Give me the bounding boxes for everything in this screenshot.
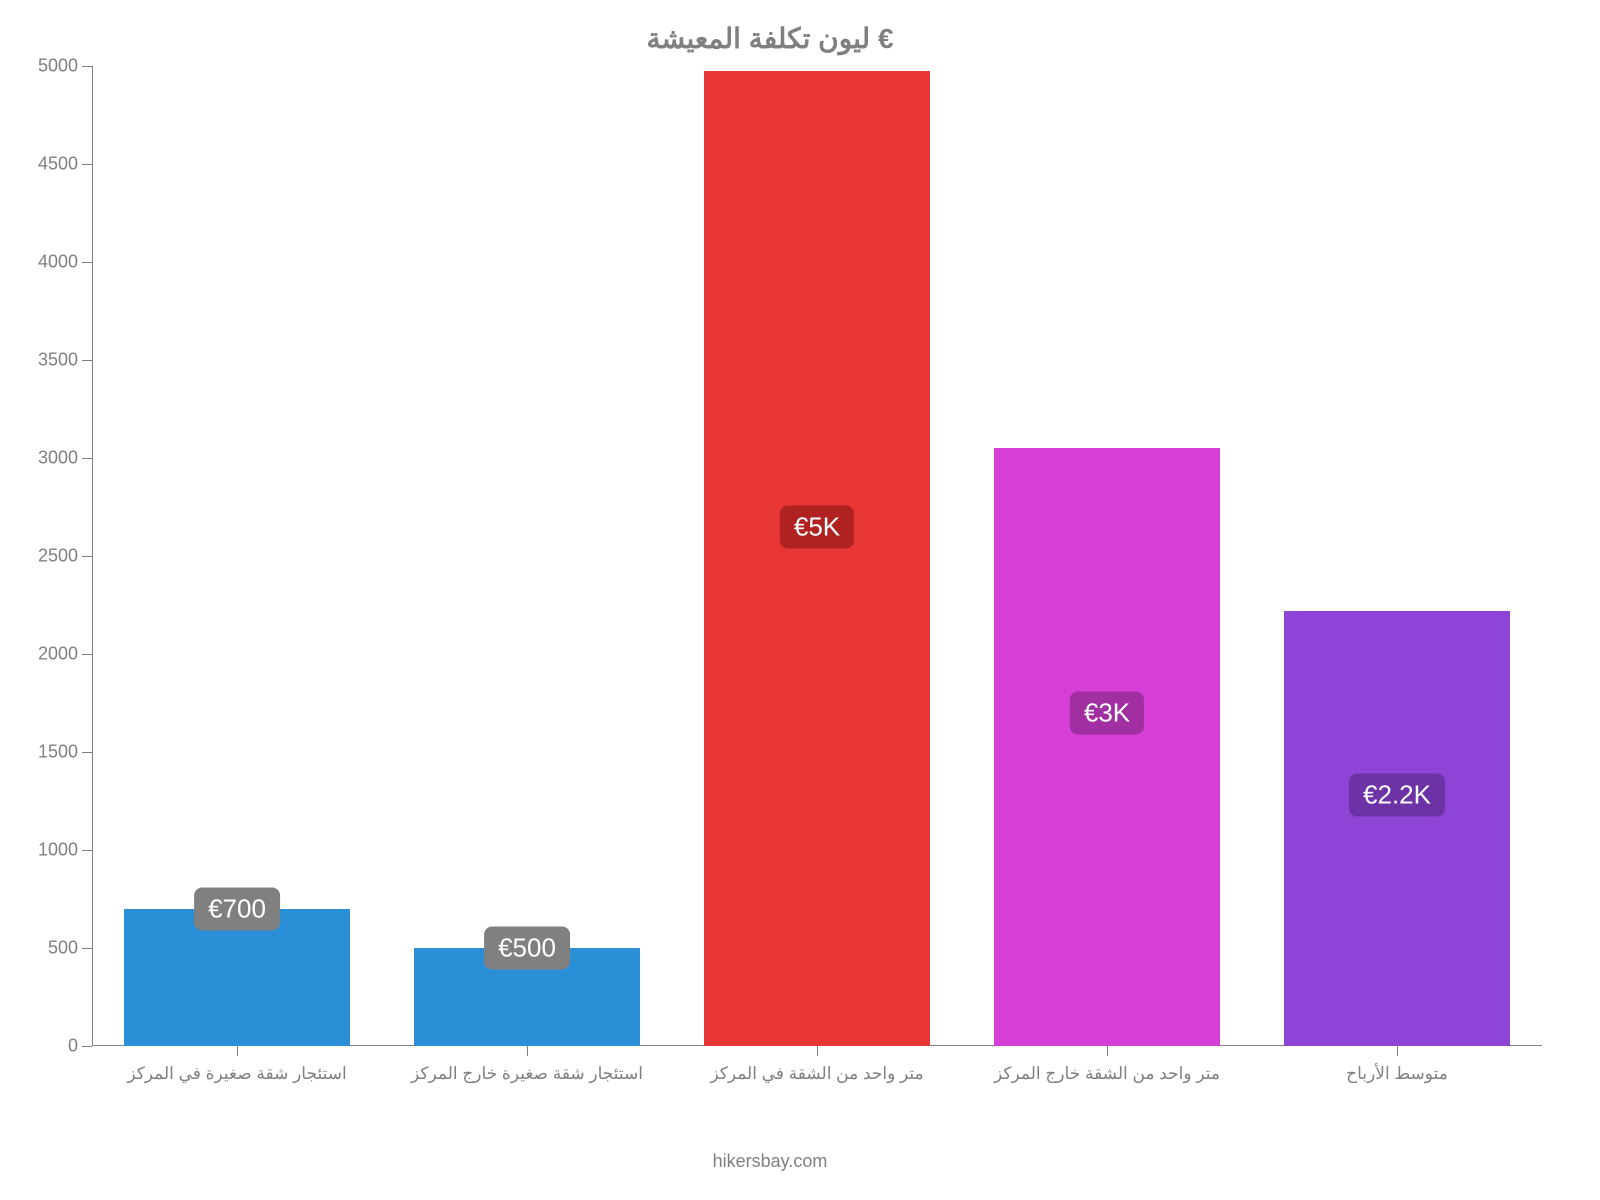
y-tick-label: 4500 [38, 154, 92, 175]
x-tick-label: استئجار شقة صغيرة خارج المركز [411, 1046, 643, 1084]
bar-value-label: €3K [1070, 691, 1144, 734]
plot-area: 0500100015002000250030003500400045005000… [92, 66, 1542, 1046]
bar-value-label: €2.2K [1349, 774, 1445, 817]
y-tick-label: 3500 [38, 350, 92, 371]
x-tick-label: متر واحد من الشقة في المركز [710, 1046, 923, 1084]
y-tick-label: 500 [48, 938, 92, 959]
y-tick-label: 0 [68, 1036, 92, 1057]
x-tick-label: استئجار شقة صغيرة في المركز [127, 1046, 346, 1084]
y-tick-label: 1500 [38, 742, 92, 763]
x-tick-label: متوسط الأرباح [1346, 1046, 1448, 1084]
attribution: hikersbay.com [0, 1151, 1540, 1172]
bar-value-label: €500 [484, 927, 570, 970]
bar-value-label: €700 [194, 887, 280, 930]
y-tick-label: 5000 [38, 56, 92, 77]
y-tick-label: 3000 [38, 448, 92, 469]
y-tick-label: 2000 [38, 644, 92, 665]
x-tick-label: متر واحد من الشقة خارج المركز [994, 1046, 1220, 1084]
chart-container: ليون تكلفة المعيشة € 0500100015002000250… [0, 0, 1600, 1200]
bar-value-label: €5K [780, 505, 854, 548]
bar [704, 71, 930, 1046]
bar [994, 448, 1220, 1046]
y-tick-label: 1000 [38, 840, 92, 861]
chart-title: ليون تكلفة المعيشة € [0, 22, 1540, 55]
bar [1284, 611, 1510, 1046]
y-tick-label: 2500 [38, 546, 92, 567]
y-axis-line [92, 66, 93, 1046]
y-tick-label: 4000 [38, 252, 92, 273]
